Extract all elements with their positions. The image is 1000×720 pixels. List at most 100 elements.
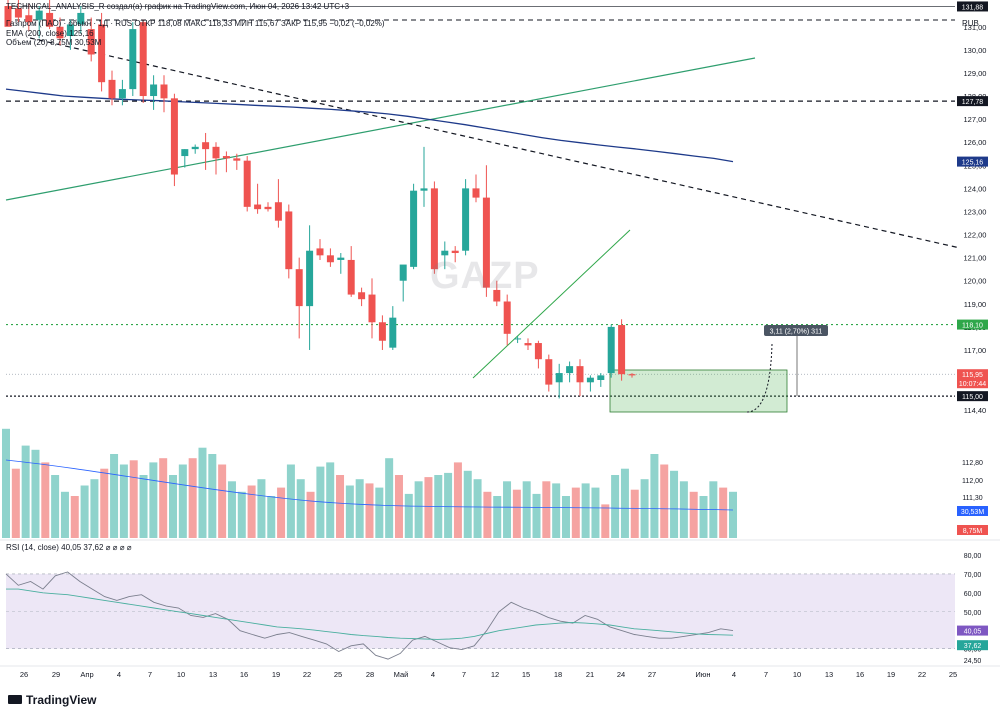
price-axis-tick: 124,00 <box>964 184 987 193</box>
time-axis-tick: 26 <box>20 670 28 679</box>
volume-bar <box>532 493 541 538</box>
time-axis-tick: 24 <box>617 670 625 679</box>
volume-bar <box>31 449 40 538</box>
volume-bar <box>267 496 276 538</box>
price-label: 131,88 <box>962 4 984 11</box>
candle-body <box>378 322 386 341</box>
candle-body <box>191 146 199 150</box>
tradingview-logo[interactable]: TradingView <box>8 693 96 707</box>
rsi-ma-value-bg <box>957 640 988 651</box>
volume-bar <box>41 462 50 538</box>
time-axis-tick: Июн <box>695 670 710 679</box>
candle-body <box>555 373 563 383</box>
volume-bar <box>306 491 315 538</box>
candle-body <box>98 24 106 83</box>
candle-body <box>56 26 64 39</box>
volume-bar <box>561 496 570 538</box>
time-axis-tick: 10 <box>177 670 185 679</box>
time-axis-tick: 19 <box>272 670 280 679</box>
volume-bar <box>336 475 345 538</box>
time-axis-tick: 25 <box>334 670 342 679</box>
time-axis-tick: 29 <box>52 670 60 679</box>
time-axis-tick: Май <box>394 670 409 679</box>
time-axis-tick: 16 <box>240 670 248 679</box>
candle-body <box>160 84 168 99</box>
ema-legend[interactable]: EMA (200, close) 125,16 <box>6 29 94 38</box>
candle-body <box>87 29 95 55</box>
time-axis-tick: 19 <box>887 670 895 679</box>
time-axis-tick: 16 <box>856 670 864 679</box>
volume-legend[interactable]: Объем (20) 8,75M 30,53M <box>6 38 102 47</box>
candle-body <box>35 10 43 20</box>
volume-bar <box>689 491 698 538</box>
volume-bar <box>70 496 79 538</box>
time-axis-tick: 22 <box>918 670 926 679</box>
currency-label: RUB <box>962 19 979 28</box>
time-axis-tick: 25 <box>949 670 957 679</box>
candle-body <box>139 22 147 97</box>
price-label-bg <box>957 378 988 389</box>
volume-bar <box>286 464 295 538</box>
candle-body <box>222 156 230 159</box>
rsi-axis-tick: 70,00 <box>964 572 982 579</box>
rsi-ma-line <box>6 588 734 640</box>
volume-bar <box>100 468 109 538</box>
volume-bar <box>611 475 620 538</box>
volume-bar <box>542 481 551 538</box>
price-label-bg <box>957 1 988 12</box>
volume-bar <box>247 485 256 538</box>
volume-bar <box>80 485 89 538</box>
volume-bar <box>444 472 453 538</box>
volume-bar <box>483 491 492 538</box>
volume-bar <box>699 496 708 538</box>
candle-body <box>212 146 220 159</box>
time-axis-tick: 21 <box>586 670 594 679</box>
volume-bar <box>110 454 119 538</box>
candle-body <box>306 250 314 307</box>
candle-body <box>482 197 490 288</box>
candle-body <box>618 325 626 375</box>
price-axis-tick: 120,00 <box>964 277 987 286</box>
volume-bar <box>552 483 561 538</box>
volume-bar <box>512 489 521 538</box>
volume-bar <box>719 487 728 538</box>
candle-body <box>170 98 178 175</box>
candle-body <box>46 12 54 27</box>
time-axis-tick: 22 <box>303 670 311 679</box>
rsi-legend[interactable]: RSI (14, close) 40,05 37,62 ⌀ ⌀ ⌀ ⌀ <box>6 543 132 552</box>
rsi-value-bg <box>957 625 988 636</box>
projection-path <box>746 343 773 413</box>
candle-body <box>347 259 355 295</box>
volume-bar <box>208 454 217 538</box>
volume-bar <box>424 477 433 538</box>
volume-bar <box>375 487 384 538</box>
volume-bar <box>355 479 364 538</box>
time-axis-tick: 7 <box>764 670 768 679</box>
volume-bar <box>522 481 531 538</box>
volume-bar <box>178 464 187 538</box>
price-axis-tick: 123,00 <box>964 207 987 216</box>
candle-body <box>77 12 85 25</box>
time-axis-tick: 13 <box>825 670 833 679</box>
candle-body <box>441 250 449 256</box>
volume-bar <box>729 491 737 538</box>
volume-bar <box>385 458 394 538</box>
time-axis-tick: 13 <box>209 670 217 679</box>
support-trendline <box>472 229 631 379</box>
candle-body <box>545 359 553 385</box>
ticker-legend[interactable]: Газпром (ПАО) · обыкн · 1Д · RUS ОТКР 11… <box>6 19 385 28</box>
time-axis-tick: 18 <box>554 670 562 679</box>
candle-body <box>285 211 293 270</box>
measure-label-bg <box>764 325 828 336</box>
volume-bar <box>473 479 482 538</box>
tradingview-icon <box>8 695 22 704</box>
candle-body <box>420 188 428 191</box>
volume-bar <box>679 481 688 538</box>
volume-bar <box>453 462 462 538</box>
volume-bar <box>149 462 158 538</box>
time-axis-tick: 4 <box>117 670 121 679</box>
volume-bar <box>227 481 236 538</box>
volume-bar <box>601 504 610 538</box>
candle-body <box>243 160 251 207</box>
price-label-bg <box>957 369 988 380</box>
